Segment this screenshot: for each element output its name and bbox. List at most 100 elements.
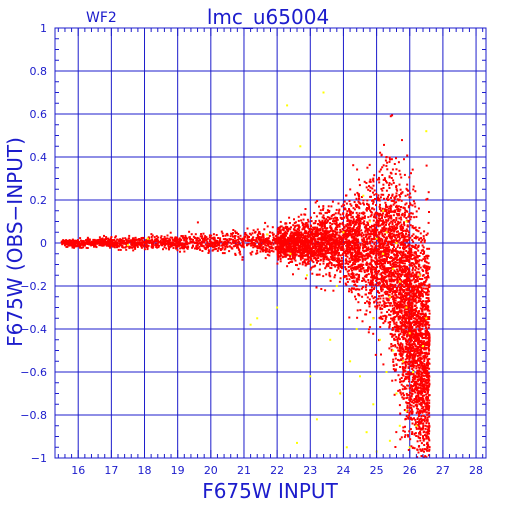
red-point xyxy=(409,317,412,320)
red-point xyxy=(418,237,421,240)
red-point xyxy=(387,274,390,277)
red-point xyxy=(397,230,399,233)
red-point xyxy=(127,245,130,248)
red-point xyxy=(335,221,338,224)
red-point xyxy=(279,243,282,246)
red-point xyxy=(386,168,389,171)
red-point xyxy=(132,245,135,248)
red-point xyxy=(350,245,353,248)
red-point xyxy=(394,270,397,273)
red-point xyxy=(380,223,383,226)
red-point xyxy=(98,244,101,246)
red-point xyxy=(256,233,259,236)
red-point xyxy=(348,222,351,225)
red-point xyxy=(304,258,307,261)
red-point xyxy=(350,204,353,207)
red-point xyxy=(330,242,333,245)
red-point xyxy=(413,202,416,205)
red-point xyxy=(390,199,393,202)
red-point xyxy=(349,246,352,249)
red-point xyxy=(345,249,348,252)
red-point xyxy=(421,244,424,247)
red-point xyxy=(381,318,384,320)
red-point xyxy=(239,234,242,237)
red-point xyxy=(405,228,408,231)
red-point xyxy=(378,208,381,211)
red-point xyxy=(388,212,390,215)
red-point xyxy=(427,430,430,433)
red-point xyxy=(301,221,304,224)
red-point xyxy=(421,368,424,371)
red-point xyxy=(397,306,400,309)
red-point xyxy=(371,268,374,271)
red-point xyxy=(369,186,372,189)
red-point xyxy=(346,223,349,225)
red-point xyxy=(383,210,386,213)
red-point xyxy=(95,242,98,245)
red-point xyxy=(315,240,318,243)
red-point xyxy=(369,215,372,218)
red-point xyxy=(396,252,398,255)
red-point xyxy=(178,238,181,241)
red-point xyxy=(381,268,384,271)
red-point xyxy=(388,225,391,228)
red-point xyxy=(194,247,196,250)
red-point xyxy=(358,184,361,187)
red-point xyxy=(406,193,409,196)
red-point xyxy=(379,317,382,320)
red-point xyxy=(417,260,420,263)
red-point xyxy=(305,244,308,247)
red-point xyxy=(169,236,172,239)
red-point xyxy=(400,218,403,221)
red-point xyxy=(366,231,369,234)
red-point xyxy=(369,282,372,285)
red-point xyxy=(415,271,418,274)
red-point xyxy=(384,178,386,181)
red-point xyxy=(237,240,240,243)
red-point xyxy=(337,202,340,205)
red-point xyxy=(385,180,387,183)
red-point xyxy=(322,207,325,210)
red-point xyxy=(176,241,179,244)
red-point xyxy=(368,233,371,236)
red-point xyxy=(398,325,401,328)
red-point xyxy=(388,160,391,163)
red-point xyxy=(382,277,385,280)
red-point xyxy=(415,284,418,287)
red-point xyxy=(369,189,372,192)
red-point xyxy=(399,342,402,345)
red-point xyxy=(329,275,332,278)
red-point xyxy=(341,228,344,230)
red-point xyxy=(401,314,404,317)
red-point xyxy=(356,191,359,194)
red-point xyxy=(336,239,339,242)
red-point xyxy=(298,251,301,254)
red-point xyxy=(320,241,323,244)
red-point xyxy=(372,284,375,287)
red-point xyxy=(64,244,66,247)
red-point xyxy=(387,235,390,238)
red-point xyxy=(374,283,377,286)
red-point xyxy=(413,314,416,316)
red-point xyxy=(375,254,377,257)
red-point xyxy=(396,289,399,292)
red-point xyxy=(381,264,384,267)
red-point xyxy=(354,234,357,237)
red-point xyxy=(415,394,418,397)
red-point xyxy=(199,248,202,251)
red-point xyxy=(401,191,404,194)
red-point xyxy=(180,244,183,247)
red-point xyxy=(224,245,227,248)
red-point xyxy=(402,370,405,373)
red-point xyxy=(409,236,412,239)
red-point xyxy=(290,250,293,253)
red-point xyxy=(368,266,371,269)
red-point xyxy=(365,182,368,184)
red-point xyxy=(372,200,375,203)
red-point xyxy=(406,317,409,320)
red-point xyxy=(314,238,317,241)
red-point xyxy=(393,225,396,228)
red-point xyxy=(157,236,160,239)
red-point xyxy=(420,372,423,374)
red-point xyxy=(396,246,399,249)
